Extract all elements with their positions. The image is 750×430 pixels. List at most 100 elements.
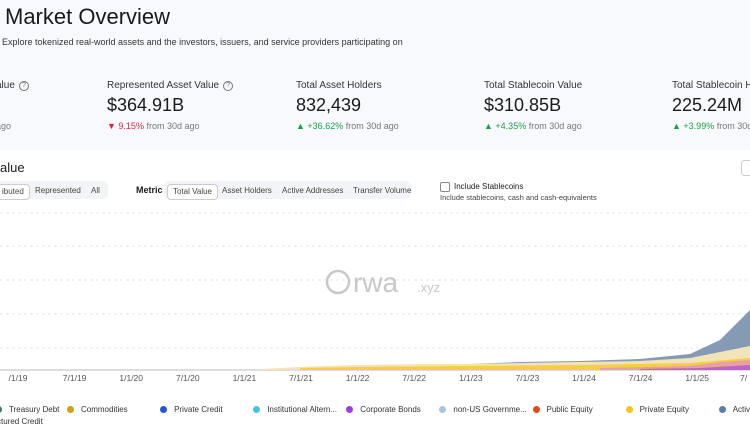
trend-icon: ▲: [672, 121, 684, 131]
stat-label-text: Total Asset Holders: [296, 80, 382, 91]
stat-label-text: Total Stablecoin Holders: [672, 80, 750, 91]
x-tick-label: 7/1/19: [63, 373, 87, 383]
legend-item[interactable]: Public Equity: [532, 405, 593, 414]
legend-label: Active...: [732, 405, 750, 414]
view-button[interactable]: ibuted: [0, 184, 30, 200]
stat-value: 225.24M: [672, 95, 743, 115]
legend-dot: [718, 406, 726, 413]
x-tick-label: 1/1/22: [346, 373, 370, 383]
stat-change: ago: [0, 121, 11, 131]
view-button[interactable]: Represented: [35, 186, 81, 195]
toggle-label[interactable]: Include Stablecoins: [454, 182, 524, 191]
metric-button[interactable]: Transfer Volume: [353, 186, 412, 195]
help-icon: ?: [18, 81, 29, 91]
legend-label: Private Credit: [174, 405, 223, 414]
legend-item[interactable]: Commodities: [67, 405, 128, 414]
x-tick-label: 1/1/21: [233, 373, 257, 383]
stat-value: $364.91B: [107, 95, 185, 115]
metric-group: [164, 181, 411, 199]
x-tick-label: 7/1/20: [176, 373, 200, 383]
legend-item[interactable]: Treasury Debt: [0, 405, 59, 414]
stat-change: ▼ 9.15% from 30d ago: [107, 121, 200, 131]
stat-label: alue?: [0, 80, 29, 91]
change: 9.15%: [118, 121, 144, 131]
help-icon: ?: [223, 81, 234, 91]
change: +4.35%: [495, 121, 527, 131]
x-tick-label: 7/: [740, 373, 748, 383]
stat-label: Total Stablecoin Value: [484, 80, 582, 91]
stat-label: Represented Asset Value?: [107, 80, 234, 91]
legend-item[interactable]: Private Credit: [160, 405, 223, 414]
legend-dot: [0, 406, 2, 413]
metric-label: Metric: [136, 185, 163, 195]
header-bg: [0, 0, 750, 150]
x-tick-label: 7/1/24: [629, 373, 653, 383]
x-tick-label: /1/19: [9, 373, 28, 383]
legend-dot: [253, 406, 261, 413]
change: +36.62%: [307, 121, 344, 131]
area-commodities: [260, 346, 750, 370]
x-tick-label: 7/1/21: [289, 373, 313, 383]
view-button[interactable]: All: [91, 186, 100, 195]
page-subtitle: Explore tokenized real-world assets and …: [2, 37, 403, 47]
x-tick-label: 1/1/20: [119, 373, 143, 383]
x-tick-label: 7/1/22: [402, 373, 426, 383]
section-title: alue: [0, 160, 25, 175]
legend-label: Corporate Bonds: [360, 405, 421, 414]
metric-button[interactable]: Asset Holders: [222, 186, 272, 195]
change: +3.99%: [683, 121, 715, 131]
x-tick-label: 1/1/24: [572, 373, 596, 383]
watermark-logo: [325, 269, 351, 295]
period: from 30d ago: [528, 121, 582, 131]
watermark: rwa: [353, 267, 399, 298]
legend-item[interactable]: Private Equity: [625, 405, 689, 414]
period: from 30d ago: [345, 121, 399, 131]
legend-label: Commodities: [81, 405, 128, 414]
legend-label: Treasury Debt: [9, 405, 60, 414]
stat-label-text: Represented Asset Value: [107, 80, 220, 91]
legend-item[interactable]: Corporate Bonds: [346, 405, 421, 414]
metric-button[interactable]: Total Value: [167, 184, 218, 200]
legend-dot: [439, 406, 447, 413]
legend-item[interactable]: non-US Governme...: [439, 405, 527, 414]
x-ticks: /1/19 7/1/19 1/1/20 7/1/20 1/1/21 7/1/21 1/1/2…: [9, 373, 748, 383]
area-corporate-bonds: [640, 365, 750, 370]
toggle-hint: Include stablecoins, cash and cash-equiv…: [440, 193, 597, 202]
trend-icon: ▲: [296, 121, 308, 131]
legend-label: Private Equity: [639, 405, 689, 414]
grid: [0, 212, 750, 349]
period: from 30d: [716, 121, 750, 131]
legend-label: Public Equity: [546, 405, 593, 414]
stat-label: Total Stablecoin Holders: [672, 80, 750, 91]
period: ago: [0, 121, 12, 131]
area-private-equity: [300, 358, 750, 370]
period: from 30d ago: [146, 121, 200, 131]
legend-dot: [160, 406, 168, 413]
x-tick-label: 1/1/23: [459, 373, 483, 383]
stat-label: Total Asset Holders: [296, 80, 382, 91]
legend-dot: [346, 406, 354, 413]
menu-button[interactable]: [741, 160, 750, 176]
page-title: Market Overview: [5, 4, 171, 29]
legend-dot: [625, 406, 633, 413]
legend-item[interactable]: ctured Credit: [0, 417, 43, 426]
legend-item[interactable]: Institutional Altern...: [253, 405, 337, 414]
x-tick-label: 1/1/25: [685, 373, 709, 383]
legend-item[interactable]: Active...: [718, 405, 750, 414]
x-tick-label: 7/1/23: [516, 373, 540, 383]
trend-icon: ▼: [107, 121, 119, 131]
stat-change: ▲ +4.35% from 30d ago: [484, 121, 582, 131]
trend-icon: ▲: [484, 121, 496, 131]
metric-button[interactable]: Active Addresses: [282, 186, 344, 195]
stat-label-text: Total Stablecoin Value: [484, 80, 583, 91]
stat-change: ▲ +3.99% from 30d: [672, 121, 750, 131]
watermark-suffix: .xyz: [417, 280, 440, 295]
stat-change: ▲ +36.62% from 30d ago: [296, 121, 399, 131]
legend-dot: [67, 406, 74, 413]
legend-label: non-US Governme...: [453, 405, 527, 414]
legend-dot: [532, 406, 540, 413]
checkbox[interactable]: [440, 182, 450, 192]
legend-label: ctured Credit: [0, 417, 43, 426]
